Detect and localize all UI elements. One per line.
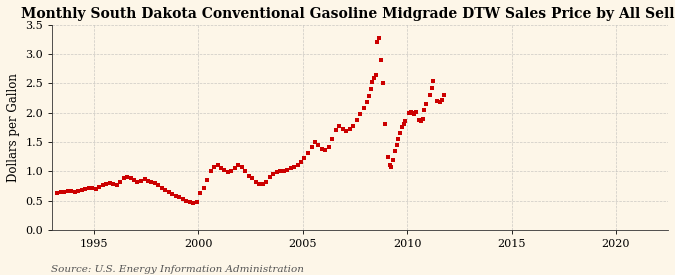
Y-axis label: Dollars per Gallon: Dollars per Gallon bbox=[7, 73, 20, 182]
Text: Source: U.S. Energy Information Administration: Source: U.S. Energy Information Administ… bbox=[51, 265, 304, 274]
Title: Monthly South Dakota Conventional Gasoline Midgrade DTW Sales Price by All Selle: Monthly South Dakota Conventional Gasoli… bbox=[22, 7, 675, 21]
